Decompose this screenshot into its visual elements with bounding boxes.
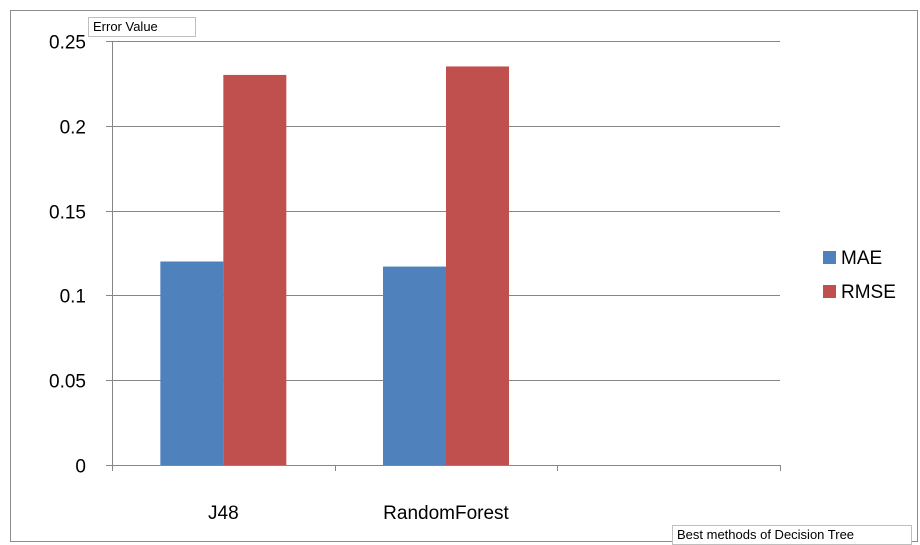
bar-mae <box>160 261 224 465</box>
x-tick-label: RandomForest <box>383 503 509 524</box>
y-tick-label: 0.05 <box>49 372 86 393</box>
y-tick-label: 0 <box>75 457 86 478</box>
y-ticks: 0 0.05 0.1 0.15 0.2 0.25 <box>49 33 112 478</box>
y-tick-label: 0.25 <box>49 33 86 54</box>
y-tick-label: 0.1 <box>60 287 86 308</box>
legend-label: MAE <box>841 248 882 269</box>
bars <box>160 66 509 466</box>
bar-rmse <box>223 74 287 466</box>
legend-swatch <box>823 285 836 298</box>
legend: MAE RMSE <box>823 248 896 303</box>
legend-swatch <box>823 251 836 264</box>
bar-rmse <box>446 66 509 465</box>
y-axis-title: Error Value <box>88 17 196 37</box>
y-tick-label: 0.2 <box>60 118 86 139</box>
legend-label: RMSE <box>841 282 896 303</box>
axes <box>106 41 780 470</box>
x-ticks: J48 RandomForest <box>112 465 781 524</box>
y-tick-label: 0.15 <box>49 203 86 224</box>
x-axis-title: Best methods of Decision Tree <box>672 525 912 545</box>
bar-mae <box>383 266 446 465</box>
x-tick-label: J48 <box>208 503 239 524</box>
